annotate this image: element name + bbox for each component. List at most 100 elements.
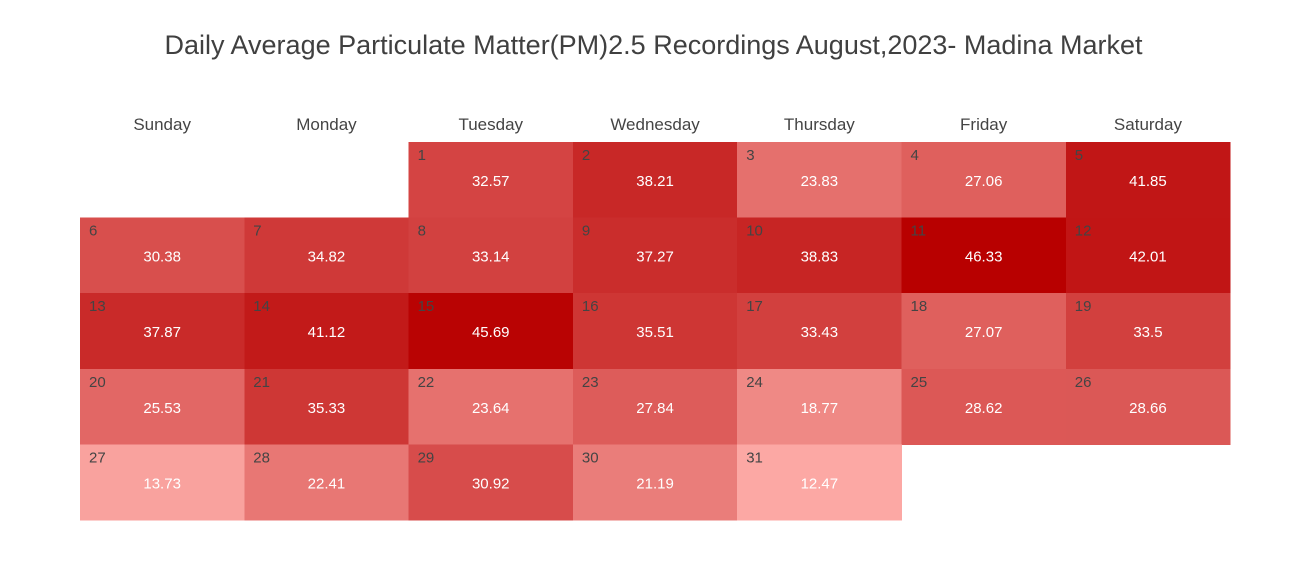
day-cell xyxy=(901,368,1067,445)
day-cell xyxy=(244,444,410,521)
value-label: 13.73 xyxy=(143,475,181,492)
value-label: 45.69 xyxy=(472,324,510,341)
value-label: 12.47 xyxy=(801,475,839,492)
value-label: 23.64 xyxy=(472,400,510,417)
day-number: 3 xyxy=(746,147,754,164)
day-number: 2 xyxy=(582,147,590,164)
value-label: 33.5 xyxy=(1133,324,1162,341)
day-number: 5 xyxy=(1075,147,1083,164)
day-number: 31 xyxy=(746,449,763,466)
value-label: 21.19 xyxy=(636,475,674,492)
day-number: 4 xyxy=(911,147,919,164)
day-number: 8 xyxy=(418,223,426,240)
day-cell xyxy=(80,293,245,370)
day-cell xyxy=(901,293,1067,370)
day-number: 17 xyxy=(746,298,763,315)
day-cell xyxy=(572,368,738,445)
value-label: 33.43 xyxy=(801,324,839,341)
day-number: 28 xyxy=(253,449,270,466)
value-label: 22.41 xyxy=(308,475,346,492)
day-number: 27 xyxy=(89,449,106,466)
chart-title: Daily Average Particulate Matter(PM)2.5 … xyxy=(164,30,1143,60)
value-label: 23.83 xyxy=(801,173,839,190)
value-label: 27.06 xyxy=(965,173,1003,190)
day-number: 26 xyxy=(1075,374,1092,391)
day-cell xyxy=(901,217,1067,294)
day-cell xyxy=(572,444,738,521)
day-number: 10 xyxy=(746,223,763,240)
value-label: 33.14 xyxy=(472,249,510,266)
day-cell xyxy=(244,293,410,370)
day-number: 11 xyxy=(911,223,927,240)
value-label: 37.27 xyxy=(636,249,674,266)
day-number: 20 xyxy=(89,374,106,391)
weekday-label: Thursday xyxy=(784,115,855,134)
day-cell xyxy=(80,444,245,521)
day-cell xyxy=(737,368,903,445)
value-label: 18.77 xyxy=(801,400,839,417)
day-cell xyxy=(572,293,738,370)
day-number: 1 xyxy=(418,147,426,164)
value-label: 28.66 xyxy=(1129,400,1167,417)
value-label: 28.62 xyxy=(965,400,1003,417)
day-number: 25 xyxy=(911,374,928,391)
value-label: 27.07 xyxy=(965,324,1003,341)
day-cell xyxy=(737,217,903,294)
day-cell xyxy=(901,142,1067,219)
day-cell xyxy=(1065,217,1231,294)
day-cell xyxy=(80,217,245,294)
day-cell xyxy=(80,368,245,445)
day-number: 14 xyxy=(253,298,270,315)
value-label: 41.12 xyxy=(308,324,346,341)
day-number: 29 xyxy=(418,449,435,466)
day-cell xyxy=(1065,293,1231,370)
day-cell xyxy=(244,368,410,445)
weekday-label: Sunday xyxy=(133,115,191,134)
day-cell xyxy=(1065,368,1231,445)
day-number: 19 xyxy=(1075,298,1092,315)
day-number: 16 xyxy=(582,298,599,315)
day-number: 15 xyxy=(418,298,435,315)
day-cell xyxy=(408,217,574,294)
day-number: 18 xyxy=(911,298,928,315)
weekday-label: Friday xyxy=(960,115,1008,134)
weekday-label: Monday xyxy=(296,115,357,134)
day-cell xyxy=(572,217,738,294)
value-label: 27.84 xyxy=(636,400,674,417)
value-label: 35.33 xyxy=(308,400,346,417)
day-cell xyxy=(737,293,903,370)
value-label: 41.85 xyxy=(1129,173,1167,190)
day-cell xyxy=(408,293,574,370)
day-cell xyxy=(244,217,410,294)
value-label: 32.57 xyxy=(472,173,510,190)
day-cell xyxy=(1065,142,1231,219)
day-number: 7 xyxy=(253,223,261,240)
value-label: 46.33 xyxy=(965,249,1003,266)
value-label: 38.83 xyxy=(801,249,839,266)
day-cell xyxy=(408,142,574,219)
day-number: 9 xyxy=(582,223,590,240)
weekday-label: Tuesday xyxy=(458,115,523,134)
day-number: 24 xyxy=(746,374,763,391)
day-number: 13 xyxy=(89,298,106,315)
value-label: 37.87 xyxy=(143,324,181,341)
value-label: 34.82 xyxy=(308,249,346,266)
weekday-label: Wednesday xyxy=(610,115,700,134)
day-number: 12 xyxy=(1075,223,1092,240)
value-label: 38.21 xyxy=(636,173,674,190)
value-label: 25.53 xyxy=(143,400,181,417)
day-cell xyxy=(737,142,903,219)
day-cell xyxy=(408,444,574,521)
weekday-label: Saturday xyxy=(1114,115,1183,134)
day-number: 23 xyxy=(582,374,599,391)
value-label: 30.38 xyxy=(143,249,181,266)
day-cell xyxy=(737,444,903,521)
value-label: 42.01 xyxy=(1129,249,1167,266)
value-label: 30.92 xyxy=(472,475,510,492)
day-number: 21 xyxy=(253,374,270,391)
day-cell xyxy=(572,142,738,219)
value-label: 35.51 xyxy=(636,324,674,341)
day-cell xyxy=(408,368,574,445)
day-number: 6 xyxy=(89,223,97,240)
